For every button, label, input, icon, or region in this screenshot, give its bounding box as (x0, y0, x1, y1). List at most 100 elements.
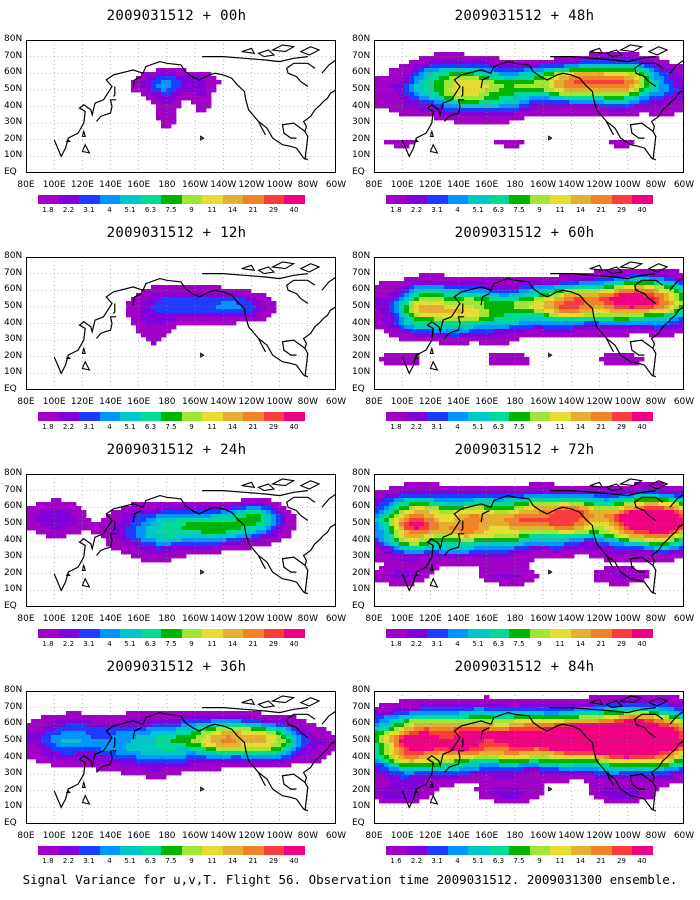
colorbar-swatch (202, 846, 223, 855)
lon-tick-label: 60W (325, 831, 347, 841)
colorbar-tick-label: 2.2 (410, 640, 423, 648)
lat-tick-label: 50N (352, 517, 371, 528)
lat-tick-label: EQ (352, 818, 365, 828)
colorbar-tick-label: 14 (576, 857, 585, 865)
lon-tick-label: 100E (42, 397, 66, 407)
lon-tick-label: 80W (645, 397, 666, 407)
colorbar-tick-label: 11 (555, 423, 565, 431)
colorbar-swatch (427, 195, 448, 204)
colorbar (38, 629, 305, 638)
colorbar-swatch (570, 195, 591, 204)
lon-tick-label: 140W (210, 180, 237, 190)
colorbar-tick-label: 3.1 (431, 640, 443, 648)
lon-tick-label: 180 (158, 397, 176, 407)
colorbar-swatch (427, 412, 448, 421)
colorbar-swatch (386, 195, 407, 204)
lon-tick-label: 60W (673, 180, 695, 190)
lat-tick-label: 40N (352, 534, 371, 545)
colorbar-swatch (79, 629, 100, 638)
colorbar-swatch (38, 412, 59, 421)
lat-tick-label: 70N (352, 267, 371, 278)
colorbar-swatch (509, 195, 530, 204)
map-panel-24h: 2009031512 + 24h EQ 10N 20N 30N 40N 50N 60N 70N 8… (4, 434, 349, 659)
colorbar-tick-label: 2.2 (62, 640, 75, 648)
colorbar-swatch (181, 412, 202, 421)
lat-tick-label: 50N (4, 734, 23, 745)
lon-tick-label: 160E (127, 831, 151, 841)
lon-tick-label: 160E (475, 614, 499, 624)
colorbar-swatch (406, 412, 427, 421)
lon-tick-label: 160E (475, 180, 499, 190)
lat-tick-label: 50N (352, 734, 371, 745)
colorbar-tick-label: 7.5 (513, 206, 525, 214)
colorbar-tick-label: 4 (455, 206, 460, 214)
colorbar-swatch (468, 195, 489, 204)
colorbar (386, 846, 653, 855)
lon-tick-label: 140W (558, 397, 585, 407)
colorbar-swatch (120, 846, 141, 855)
colorbar-swatch (120, 412, 141, 421)
colorbar-swatch (202, 629, 223, 638)
colorbar-swatch (468, 629, 489, 638)
colorbar-swatch (140, 412, 161, 421)
colorbar-swatch (202, 412, 223, 421)
lat-tick-label: 60N (352, 501, 371, 512)
lon-tick-label: 80W (645, 614, 666, 624)
lon-tick-label: 160W (182, 831, 209, 841)
map-panel-72h: 2009031512 + 72h EQ 10N 20N 30N 40N 50N 60N 70N 8… (352, 434, 697, 659)
lon-tick-label: 100W (614, 397, 641, 407)
colorbar-tick-label: 4 (455, 640, 460, 648)
colorbar-swatch (611, 195, 632, 204)
colorbar-tick-label: 7.5 (165, 206, 177, 214)
lon-tick-label: 100W (614, 614, 641, 624)
colorbar-tick-label: 9 (189, 640, 194, 648)
colorbar-swatch (99, 195, 120, 204)
lon-tick-label: 120W (238, 397, 265, 407)
colorbar-swatch (99, 412, 120, 421)
lon-tick-label: 80W (297, 397, 318, 407)
lat-tick-label: 70N (4, 267, 23, 278)
lon-tick-label: 140E (99, 614, 122, 624)
colorbar-swatch (488, 195, 509, 204)
lon-tick-label: 140E (447, 180, 470, 190)
lat-tick-label: 80N (4, 685, 23, 695)
variance-map (26, 40, 336, 173)
lon-tick-label: 100E (42, 614, 66, 624)
lat-tick-label: 20N (352, 133, 371, 144)
colorbar-tick-label: 4 (107, 206, 112, 214)
lat-tick-label: 80N (4, 34, 23, 44)
colorbar-swatch (263, 412, 284, 421)
colorbar-swatch (284, 629, 305, 638)
colorbar-swatch (243, 846, 264, 855)
variance-map (26, 257, 336, 390)
lat-tick-label: 70N (352, 701, 371, 712)
colorbar-tick-label: 21 (248, 423, 258, 431)
lon-tick-label: 80E (365, 831, 383, 841)
colorbar-tick-label: 1.8 (42, 206, 54, 214)
lat-tick-label: 60N (352, 67, 371, 78)
colorbar-swatch (161, 412, 182, 421)
lon-tick-label: 60W (673, 397, 695, 407)
lat-tick-label: 60N (352, 718, 371, 729)
lat-tick-label: 40N (4, 751, 23, 762)
colorbar-swatch (591, 629, 612, 638)
colorbar-swatch (611, 629, 632, 638)
lon-tick-label: 60W (673, 614, 695, 624)
colorbar-swatch (38, 195, 59, 204)
lat-tick-label: 60N (4, 718, 23, 729)
colorbar-swatch (529, 195, 550, 204)
lon-tick-label: 120E (70, 614, 94, 624)
colorbar-swatch (58, 412, 79, 421)
lat-tick-label: EQ (4, 167, 17, 177)
lat-tick-label: 50N (352, 300, 371, 311)
lat-tick-label: 30N (4, 334, 23, 345)
colorbar (386, 629, 653, 638)
colorbar-tick-label: 9 (189, 423, 194, 431)
colorbar-tick-label: 29 (617, 423, 626, 431)
colorbar-swatch (120, 629, 141, 638)
lat-tick-label: 20N (352, 784, 371, 795)
lat-tick-label: 50N (4, 83, 23, 94)
lat-tick-label: 10N (352, 801, 371, 812)
colorbar-tick-label: 4 (455, 423, 460, 431)
colorbar-tick-label: 2.2 (410, 857, 423, 865)
